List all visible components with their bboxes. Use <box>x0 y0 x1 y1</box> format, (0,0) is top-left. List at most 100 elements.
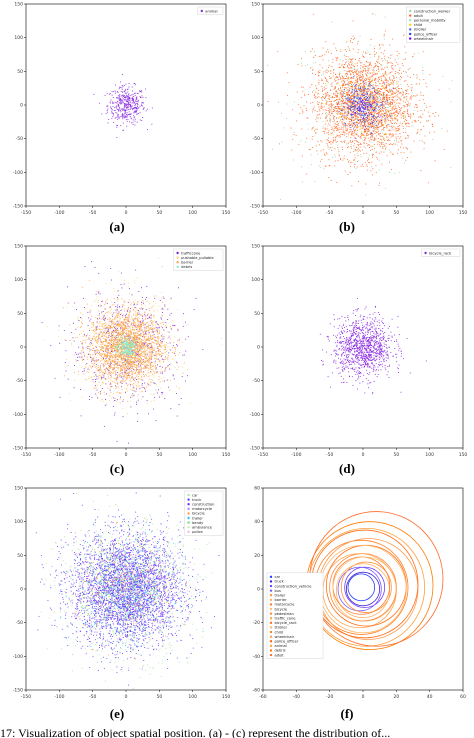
point <box>334 110 336 112</box>
point <box>143 302 145 304</box>
point <box>386 107 388 108</box>
point <box>131 98 133 100</box>
point <box>339 71 341 73</box>
point <box>373 111 375 113</box>
point <box>121 74 123 76</box>
x-tick-label: 0 <box>125 452 128 458</box>
point <box>90 339 92 341</box>
point <box>387 117 389 119</box>
point <box>116 112 118 114</box>
point <box>118 322 120 324</box>
point <box>364 103 366 105</box>
point <box>143 107 145 109</box>
point <box>382 101 384 103</box>
point <box>411 84 413 85</box>
point <box>376 52 378 54</box>
point <box>350 66 352 68</box>
point <box>363 94 365 96</box>
point <box>345 62 346 64</box>
point <box>383 103 385 105</box>
point <box>162 359 164 361</box>
point <box>422 73 424 75</box>
point <box>346 99 348 100</box>
point <box>333 93 335 95</box>
point <box>129 360 130 362</box>
point <box>106 93 108 95</box>
point <box>313 94 315 96</box>
point <box>380 126 382 127</box>
point <box>391 143 393 145</box>
point <box>367 90 369 92</box>
point <box>140 324 142 325</box>
point <box>365 112 367 114</box>
point <box>371 102 373 103</box>
point <box>352 76 354 78</box>
point <box>371 107 373 109</box>
point <box>386 124 388 126</box>
point <box>322 125 324 127</box>
point <box>324 128 326 130</box>
point <box>387 92 389 94</box>
point <box>346 91 348 93</box>
point <box>378 119 380 121</box>
point <box>349 102 351 104</box>
point <box>429 132 430 134</box>
point <box>348 63 350 65</box>
point <box>337 124 339 126</box>
point <box>131 99 133 101</box>
point <box>399 171 401 173</box>
point <box>347 118 349 120</box>
point <box>369 112 371 114</box>
point <box>370 76 372 78</box>
point <box>385 119 387 121</box>
point <box>368 122 370 124</box>
point <box>397 72 399 74</box>
point <box>334 136 336 138</box>
point <box>125 112 127 114</box>
point <box>365 110 367 112</box>
point <box>340 128 342 130</box>
point <box>354 101 355 103</box>
point <box>362 98 364 100</box>
point <box>361 76 363 78</box>
point <box>333 69 335 70</box>
point <box>368 103 370 105</box>
point <box>365 84 367 85</box>
point <box>403 97 405 99</box>
point <box>377 127 379 129</box>
point <box>420 116 422 118</box>
point <box>171 328 172 330</box>
point <box>400 152 402 154</box>
point <box>150 329 152 330</box>
point <box>356 140 357 142</box>
point <box>126 355 128 357</box>
point <box>135 97 137 99</box>
point <box>114 107 116 109</box>
point <box>142 101 144 103</box>
point <box>159 299 161 301</box>
point <box>343 107 345 109</box>
point <box>397 99 399 101</box>
point <box>346 158 348 160</box>
point <box>362 128 364 130</box>
point <box>142 346 144 348</box>
point <box>373 122 375 123</box>
point <box>394 143 396 145</box>
point <box>84 370 85 372</box>
point <box>368 112 370 114</box>
point <box>398 97 400 99</box>
point <box>371 156 373 158</box>
point <box>371 113 372 115</box>
point <box>124 109 126 111</box>
point <box>384 105 386 107</box>
point <box>125 360 126 362</box>
point <box>115 111 117 113</box>
point <box>362 99 364 101</box>
point <box>380 100 382 102</box>
point <box>172 324 174 326</box>
point <box>401 63 403 65</box>
point <box>332 128 334 130</box>
point <box>368 78 370 80</box>
point <box>364 90 366 92</box>
point <box>110 279 112 281</box>
